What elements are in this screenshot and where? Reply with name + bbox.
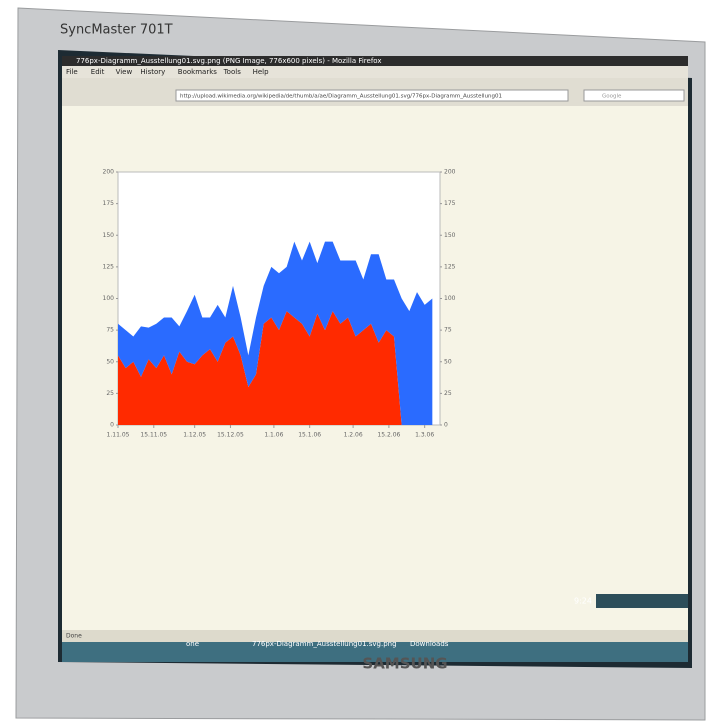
window-title: 776px-Diagramm_Ausstellung01.svg.png (PN…: [76, 57, 382, 65]
y-tick-label: 175: [103, 200, 115, 207]
taskbar-item[interactable]: Downloads: [410, 640, 449, 648]
taskbar-item[interactable]: one: [186, 640, 199, 648]
x-tick-label: 15.12.05: [217, 432, 244, 439]
menu-item[interactable]: Help: [253, 68, 270, 76]
area: [118, 311, 433, 425]
clock: 9:24: [574, 597, 592, 606]
x-tick-label: 15.2.06: [377, 432, 400, 439]
x-tick-label: 1.1.06: [264, 432, 283, 439]
y-tick-label: 200: [103, 169, 115, 176]
y-tick-label: 75: [106, 327, 114, 334]
y-tick-label: 0: [110, 422, 114, 429]
search-text[interactable]: Google: [602, 94, 622, 100]
taskbar-item[interactable]: 776px-Diagramm_Ausstellung01.svg.png: [252, 640, 397, 648]
status-text: Done: [66, 633, 82, 640]
menu-item[interactable]: Bookmarks: [178, 68, 217, 76]
y-tick-label: 50: [106, 358, 114, 365]
tray: [596, 594, 688, 608]
y2-tick-label: 75: [444, 327, 452, 334]
menu-item[interactable]: History: [140, 68, 165, 76]
menu-item[interactable]: File: [66, 68, 78, 76]
y2-tick-label: 175: [444, 200, 456, 207]
y-tick-label: 150: [103, 232, 115, 239]
taskbar: [62, 642, 688, 662]
x-tick-label: 1.3.06: [415, 432, 434, 439]
y-tick-label: 125: [103, 263, 115, 270]
area: [118, 241, 433, 425]
monitor-model: SyncMaster 701T: [60, 23, 173, 38]
status-bar: [62, 630, 688, 642]
x-tick-label: 15.1.06: [298, 432, 321, 439]
x-tick-label: 15.11.05: [140, 432, 167, 439]
url-bar[interactable]: [175, 89, 569, 102]
search-bar[interactable]: [583, 89, 685, 102]
browser-menubar: [62, 66, 688, 78]
url-text[interactable]: http://upload.wikimedia.org/wikipedia/de…: [180, 94, 502, 100]
menu-item[interactable]: Tools: [223, 68, 242, 76]
x-tick-label: 1.2.06: [344, 432, 363, 439]
y2-tick-label: 150: [444, 232, 456, 239]
y2-tick-label: 100: [444, 295, 456, 302]
x-tick-label: 1.12.05: [183, 432, 206, 439]
y2-tick-label: 50: [444, 358, 452, 365]
y2-tick-label: 200: [444, 169, 456, 176]
y2-tick-label: 125: [444, 263, 456, 270]
y-tick-label: 25: [106, 390, 114, 397]
monitor-brand: SAMSUNG: [362, 655, 447, 673]
browser-titlebar: [62, 56, 688, 66]
menu-item[interactable]: Edit: [91, 68, 105, 76]
menu-item[interactable]: View: [116, 68, 133, 76]
y2-tick-label: 0: [444, 422, 448, 429]
y2-tick-label: 25: [444, 390, 452, 397]
y-tick-label: 100: [103, 295, 115, 302]
x-tick-label: 1.11.05: [107, 432, 130, 439]
